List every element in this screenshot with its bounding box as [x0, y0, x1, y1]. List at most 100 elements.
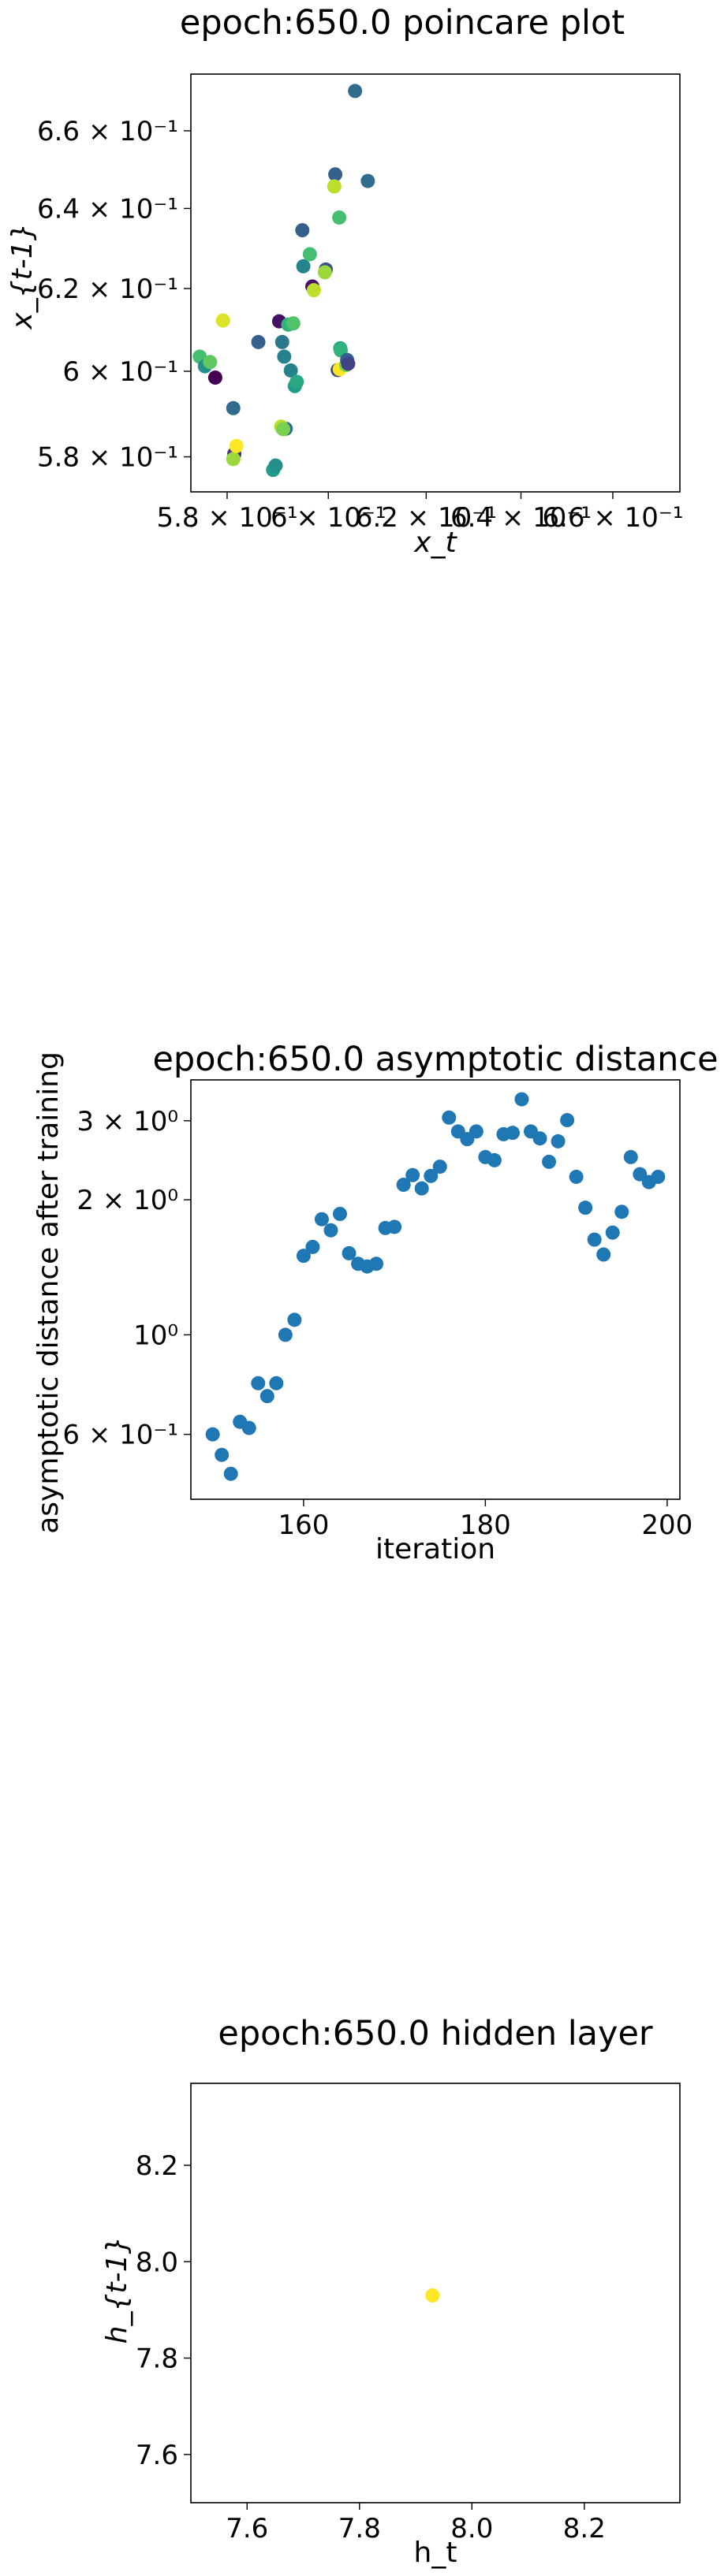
- poincare-x-label-base: x_t: [413, 527, 457, 559]
- data-point: [317, 265, 332, 280]
- hidden-points: [425, 2288, 440, 2303]
- data-point: [226, 400, 241, 415]
- data-point: [424, 1168, 439, 1183]
- hidden-x-axis-label: h_t: [414, 2537, 457, 2569]
- data-point: [596, 1247, 611, 1262]
- data-point: [342, 1245, 357, 1260]
- data-point: [274, 334, 289, 349]
- data-point: [369, 1256, 384, 1271]
- data-point: [341, 356, 356, 371]
- data-point: [229, 438, 244, 453]
- x-tick-label: 7.6: [226, 2513, 268, 2544]
- x-tick-label: 160: [278, 1509, 329, 1541]
- data-point: [276, 422, 291, 437]
- data-point: [223, 1466, 238, 1481]
- data-point: [560, 1113, 575, 1128]
- poincare-plot-panel: epoch:650.0 poincare plot 5.8 × 10⁻¹6 × …: [6, 3, 683, 559]
- data-point: [268, 458, 283, 473]
- data-point: [542, 1154, 557, 1169]
- poincare-x-axis-label: x_t: [413, 527, 457, 559]
- data-point: [327, 179, 342, 194]
- y-tick-label: 6 × 10⁻¹: [62, 1420, 178, 1451]
- data-point: [514, 1092, 529, 1107]
- asymptotic-y-axis-label: asymptotic distance after training: [32, 1052, 65, 1534]
- hidden-x-ticks: 7.6 7.8 8.0 8.2: [226, 2503, 606, 2544]
- hidden-layer-panel: epoch:650.0 hidden layer 7.6 7.8 8.0 8.2 7.…: [101, 2014, 681, 2569]
- data-point: [314, 1212, 329, 1227]
- x-tick-label: 6 × 10⁻¹: [271, 502, 386, 534]
- data-point: [578, 1201, 593, 1215]
- data-point: [614, 1204, 629, 1219]
- data-point: [387, 1219, 402, 1234]
- data-point: [305, 1239, 320, 1254]
- data-point: [332, 210, 347, 225]
- data-point: [215, 1447, 230, 1462]
- x-tick-label: 200: [641, 1509, 693, 1541]
- poincare-plot-frame: [190, 73, 681, 493]
- data-point: [360, 173, 375, 188]
- x-tick-label: 6.6 × 10⁻¹: [542, 502, 683, 534]
- data-point: [587, 1232, 602, 1247]
- x-tick-label: 180: [460, 1509, 511, 1541]
- hidden-y-axis-label: h_{t-1}: [101, 2236, 133, 2344]
- data-point: [289, 374, 304, 389]
- x-tick-label: 6.4 × 10⁻¹: [450, 502, 592, 534]
- data-point: [215, 313, 230, 328]
- data-point: [332, 1206, 347, 1221]
- y-tick-label: 7.6: [136, 2440, 178, 2471]
- data-point: [432, 1160, 447, 1174]
- data-point: [283, 363, 298, 378]
- data-point: [348, 84, 363, 99]
- data-point: [251, 1375, 266, 1390]
- hidden-layer-title: epoch:650.0 hidden layer: [218, 2014, 653, 2053]
- poincare-y-axis-label: x_{t-1}: [6, 222, 39, 329]
- data-point: [207, 370, 222, 385]
- data-point: [487, 1152, 502, 1167]
- asymptotic-x-ticks: 160 180 200: [278, 1499, 693, 1541]
- y-tick-label: 10⁰: [133, 1320, 178, 1351]
- data-point: [269, 1375, 284, 1390]
- hidden-layer-frame: [190, 2083, 681, 2503]
- data-point: [323, 1223, 338, 1238]
- asymptotic-points: [205, 1092, 666, 1481]
- data-point: [306, 283, 321, 298]
- y-tick-label: 6.4 × 10⁻¹: [37, 193, 178, 225]
- data-point: [651, 1169, 666, 1184]
- x-tick-label: 7.8: [338, 2513, 381, 2544]
- data-point: [605, 1225, 620, 1240]
- poincare-points: [192, 84, 375, 478]
- data-point: [505, 1126, 520, 1141]
- y-tick-label: 8.0: [136, 2247, 178, 2278]
- y-tick-label: 8.2: [136, 2150, 178, 2182]
- data-point: [623, 1149, 638, 1164]
- x-tick-label: 6.2 × 10⁻¹: [356, 502, 497, 534]
- y-tick-label: 6.6 × 10⁻¹: [37, 116, 178, 147]
- data-point: [205, 1427, 220, 1442]
- data-point: [296, 259, 311, 274]
- data-point: [241, 1420, 256, 1435]
- data-point: [328, 167, 343, 182]
- x-tick-label: 8.2: [563, 2513, 606, 2544]
- data-point: [277, 349, 292, 364]
- data-point: [203, 355, 218, 370]
- y-tick-label: 2 × 10⁰: [77, 1185, 178, 1216]
- data-point: [551, 1134, 566, 1148]
- data-point: [414, 1181, 429, 1196]
- asymptotic-distance-panel: epoch:650.0 asymptotic distance 160 180 20…: [32, 1040, 719, 1565]
- data-point: [287, 1312, 302, 1327]
- data-point: [295, 223, 310, 238]
- data-point: [226, 452, 241, 467]
- data-point: [251, 334, 266, 349]
- data-point: [425, 2288, 440, 2303]
- asymptotic-distance-title: epoch:650.0 asymptotic distance: [152, 1040, 718, 1079]
- data-point: [469, 1124, 483, 1139]
- x-tick-label: 5.8 × 10⁻¹: [156, 502, 297, 534]
- y-tick-label: 6 × 10⁻¹: [62, 356, 178, 388]
- asymptotic-x-axis-label: iteration: [375, 1533, 495, 1565]
- data-point: [296, 1249, 311, 1264]
- poincare-plot-title: epoch:650.0 poincare plot: [180, 3, 625, 43]
- data-point: [442, 1110, 457, 1125]
- data-point: [405, 1167, 420, 1182]
- data-point: [286, 316, 301, 331]
